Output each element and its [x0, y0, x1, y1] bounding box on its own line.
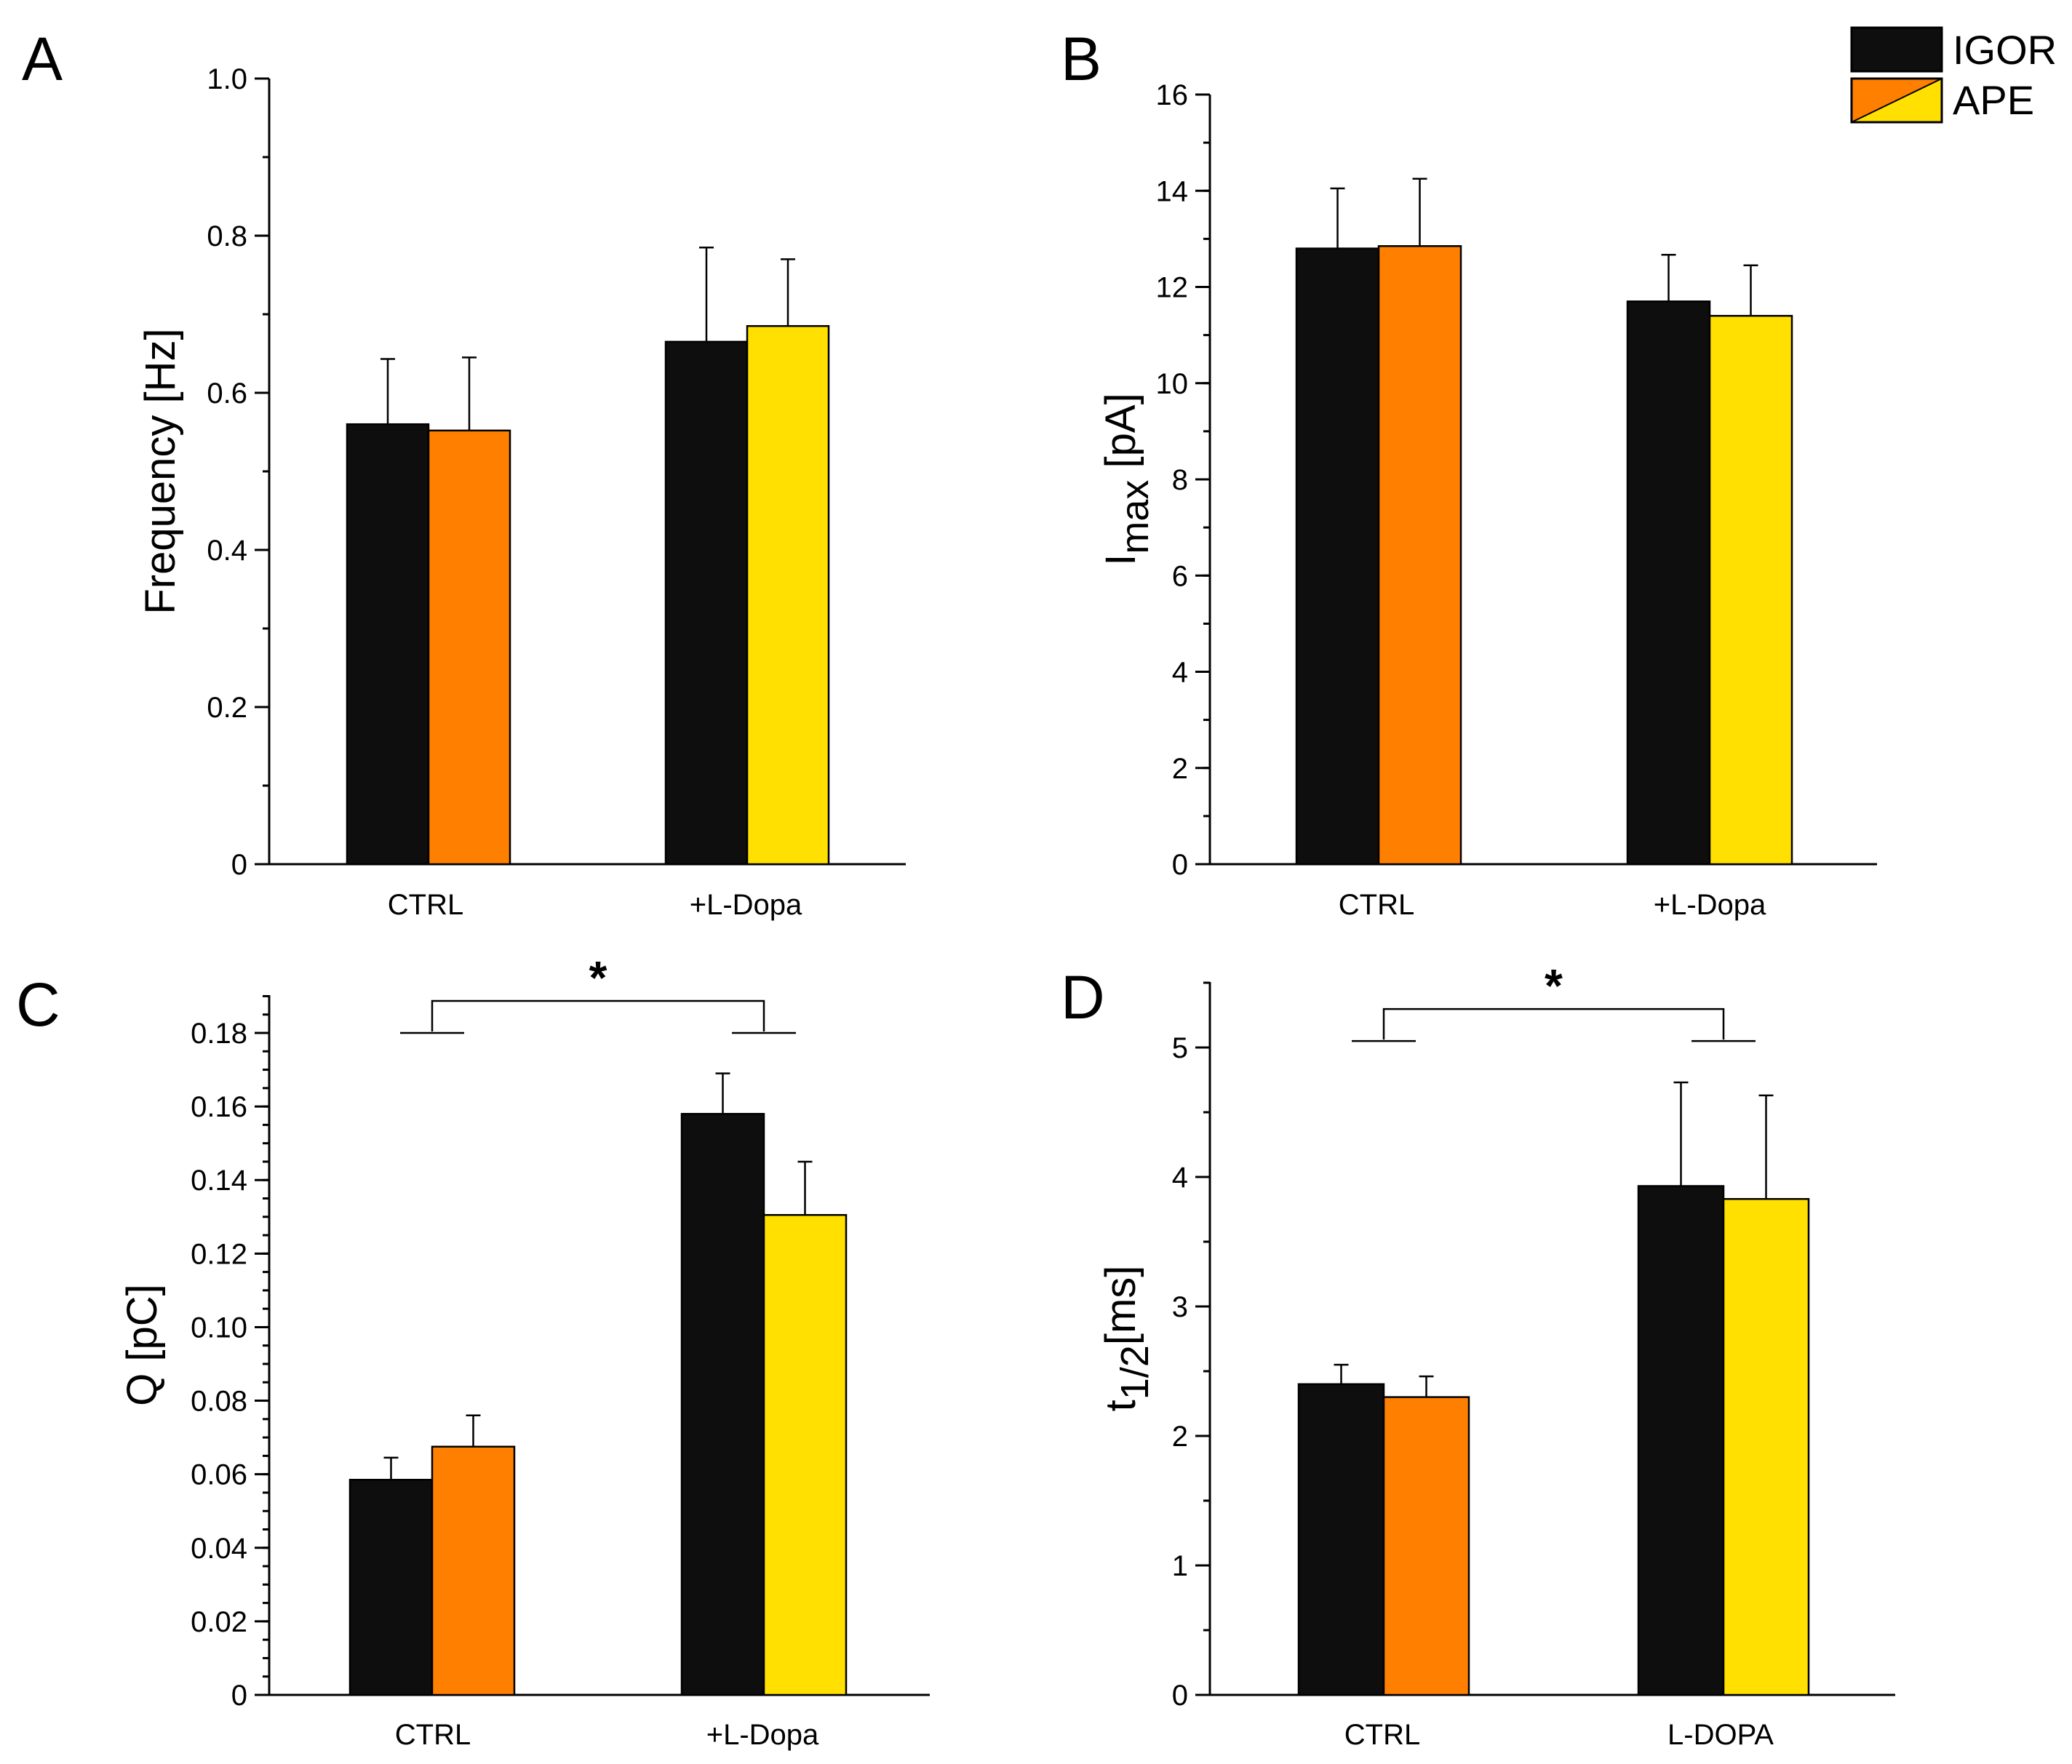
bar-ape-1	[762, 1214, 848, 1696]
legend-swatch-igor	[1850, 26, 1943, 73]
bar-igor-0	[1297, 1383, 1385, 1696]
y-tick-label: 3	[1172, 1291, 1188, 1323]
sig-bracket	[1382, 1007, 1725, 1040]
panel-letter: C	[16, 970, 60, 1039]
y-tick-label: 10	[1156, 368, 1189, 400]
y-tick-label: 0.16	[191, 1091, 247, 1123]
bar-ape-0	[1382, 1396, 1470, 1696]
bar-igor-1	[680, 1112, 765, 1696]
y-tick-label: 12	[1156, 272, 1189, 304]
y-tick-label: 0.4	[207, 535, 247, 567]
y-tick-label: 0.14	[191, 1165, 247, 1197]
bar-igor-1	[664, 340, 749, 866]
x-category-label: CTRL	[388, 889, 463, 921]
bar-igor-0	[346, 423, 430, 866]
y-tick-label: 2	[1172, 753, 1188, 785]
x-category-label: +L-Dopa	[690, 889, 802, 921]
significance-star: *	[1545, 959, 1563, 1012]
legend-swatch-ape	[1850, 77, 1943, 124]
legend-label-ape: APE	[1953, 77, 2034, 123]
bar-igor-1	[1626, 300, 1711, 866]
y-tick-label: 16	[1156, 79, 1189, 111]
x-category-label: CTRL	[1339, 889, 1414, 921]
legend: IGOR APE	[1850, 26, 2057, 124]
panel-b: B 0 2 4 6 8 10 12 14 16 Imax [pA] CTRL +L-Dopa	[1061, 25, 1877, 921]
y-axis-label: Frequency [Hz]	[137, 328, 184, 614]
y-tick-label: 5	[1172, 1032, 1188, 1064]
y-tick-label: 0	[231, 1680, 247, 1712]
bar-ape-0	[427, 429, 511, 866]
bar-ape-1	[746, 324, 830, 866]
y-tick-label: 4	[1172, 1162, 1188, 1194]
x-category-label: L-DOPA	[1667, 1719, 1774, 1751]
y-tick-label: 6	[1172, 560, 1188, 592]
y-tick-label: 0.18	[191, 1018, 247, 1050]
y-tick-label: 0.04	[191, 1533, 247, 1565]
bar-ape-0	[1377, 245, 1462, 866]
y-tick-label: 0.06	[191, 1459, 247, 1491]
panel-d: D 0 1 2 3 4 5 t1/2[ms] CTRL L-DOPA *	[1061, 959, 1895, 1751]
x-category-label: +L-Dopa	[1654, 889, 1766, 921]
y-tick-label: 0.2	[207, 692, 247, 724]
y-tick-label: 0	[1172, 1680, 1188, 1712]
y-tick-label: 8	[1172, 464, 1188, 496]
bar-ape-1	[1722, 1198, 1810, 1696]
legend-label-igor: IGOR	[1953, 27, 2057, 73]
y-tick-label: 1.0	[207, 63, 247, 95]
panel-letter: A	[22, 25, 63, 93]
y-tick-label: 2	[1172, 1421, 1188, 1453]
y-tick-label: 14	[1156, 175, 1189, 207]
y-axis-label: Q [pC]	[119, 1284, 166, 1406]
panel-letter: B	[1061, 25, 1101, 93]
sig-bracket	[431, 999, 765, 1031]
y-tick-label: 4	[1172, 657, 1188, 689]
panel-letter: D	[1061, 963, 1105, 1031]
significance-star: *	[589, 951, 607, 1004]
panel-a: A 0 0.2 0.4 0.6 0.8 1.0 Frequency [Hz] CTRL +L-Do…	[22, 25, 906, 921]
panel-c: C 0 0.02 0.04 0.06 0.08 0.10 0.12 0.14 0.16 0.18 Q …	[16, 951, 930, 1751]
y-tick-label: 0.8	[207, 220, 247, 252]
x-category-label: CTRL	[1344, 1719, 1420, 1751]
y-axis-label: t1/2[ms]	[1097, 1266, 1157, 1412]
x-category-label: CTRL	[395, 1719, 471, 1751]
bar-ape-0	[431, 1445, 516, 1696]
y-tick-label: 0.02	[191, 1606, 247, 1638]
bar-ape-1	[1708, 314, 1793, 866]
y-tick-label: 1	[1172, 1550, 1188, 1582]
y-tick-label: 0.6	[207, 378, 247, 410]
y-tick-label: 0.10	[191, 1312, 247, 1344]
bar-igor-0	[1295, 247, 1380, 866]
y-axis-label: Imax [pA]	[1097, 393, 1157, 565]
y-tick-label: 0	[231, 849, 247, 881]
bar-igor-0	[348, 1479, 434, 1696]
y-tick-label: 0.08	[191, 1386, 247, 1418]
y-tick-label: 0	[1172, 849, 1188, 881]
x-category-label: +L-Dopa	[706, 1719, 819, 1751]
y-tick-label: 0.12	[191, 1238, 247, 1270]
bar-igor-1	[1637, 1185, 1725, 1696]
